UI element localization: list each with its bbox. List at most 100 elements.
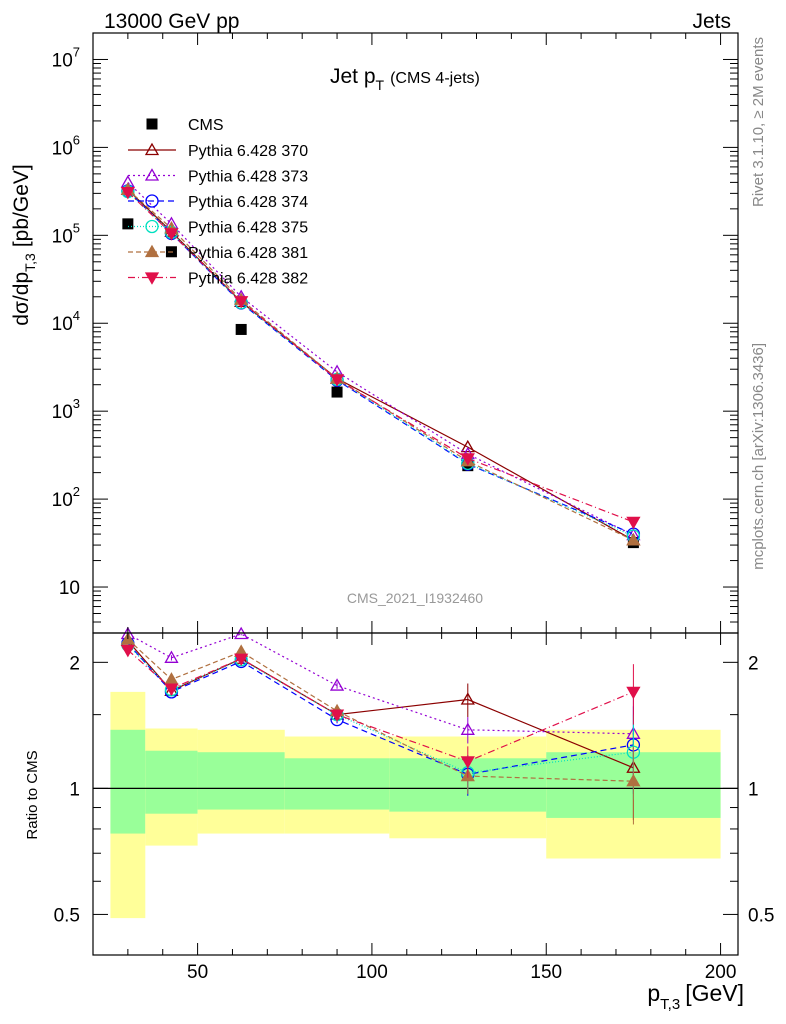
x-tick-label: 200 <box>705 962 737 983</box>
series-marker-ratio <box>626 773 641 787</box>
ratio-plot-marks <box>120 626 641 825</box>
mcplots-label: mcplots.cern.ch [arXiv:1306.3436] <box>750 343 767 570</box>
x-axis-label-sub: T,3 <box>660 996 680 1013</box>
series-marker-ratio <box>329 678 345 691</box>
y-tick-label-exp: 6 <box>73 132 80 147</box>
x-tick-label: 100 <box>356 962 388 983</box>
series-line-main <box>127 189 634 541</box>
x-axis-label-unit: [GeV] <box>685 980 744 1006</box>
series-line-ratio <box>127 642 634 776</box>
y-tick-label-exp: 7 <box>73 44 80 59</box>
y-tick-label: 102 <box>52 484 80 511</box>
series-line-ratio <box>127 649 634 763</box>
y-axis-label-main-sub: T,3 <box>22 253 38 272</box>
ratio-band-inner <box>110 729 146 834</box>
y-tick-label-exp: 2 <box>73 484 80 499</box>
series-line-main <box>127 181 634 536</box>
data-point-cms <box>235 323 247 335</box>
legend-marker <box>144 272 160 285</box>
series-marker-ratio <box>626 686 641 700</box>
series-marker-ratio <box>234 653 249 667</box>
ratio-bands <box>93 691 738 919</box>
y-axis-label-main: dσ/dpT,3 [pb/GeV] <box>10 164 38 325</box>
legend-label: Pythia 6.428 382 <box>188 271 308 288</box>
series-line-ratio <box>127 633 634 735</box>
y-tick-label: 10 <box>59 578 80 599</box>
legend-marker <box>144 168 160 181</box>
legend-marker <box>144 142 160 156</box>
series-line-main <box>127 189 634 541</box>
y-tick-label: 106 <box>52 132 80 159</box>
series-marker-main <box>626 532 641 546</box>
x-axis-label: pT,3 [GeV] <box>647 980 744 1013</box>
legend: CMS Pythia 6.428 370 Pythia 6.428 373 Pythi… <box>128 117 308 288</box>
series-line-main <box>127 191 634 523</box>
y-axis-label-main-text: dσ/dp <box>10 272 33 326</box>
series-marker-main <box>164 228 179 241</box>
y-tick-label-exp: 3 <box>73 396 80 411</box>
series-marker-ratio <box>460 756 475 769</box>
series-marker-ratio <box>164 672 179 685</box>
y-tick-label-base: 10 <box>52 314 73 335</box>
series-marker-main <box>626 516 641 530</box>
series-line-main <box>127 190 634 535</box>
series-marker-main <box>120 186 135 200</box>
y-tick-label-base: 10 <box>52 490 73 511</box>
ratio-tick-label-left: 0.5 <box>54 905 80 926</box>
chart-title-suffix: (CMS 4-jets) <box>390 70 480 87</box>
y-tick-label: 107 <box>52 44 80 71</box>
header-right: Jets <box>692 10 731 33</box>
x-tick-label: 150 <box>530 962 562 983</box>
chart-title-main: Jet p <box>330 65 376 88</box>
series-line-main <box>127 191 634 537</box>
series-marker-ratio <box>329 709 345 722</box>
series-line-ratio <box>127 638 634 782</box>
y-tick-label-base: 10 <box>59 578 80 599</box>
ratio-tick-label-right: 1 <box>748 779 759 800</box>
legend-marker <box>145 194 159 208</box>
ratio-tick-label-left: 2 <box>69 653 80 674</box>
data-point-cms <box>122 218 134 230</box>
series-marker-ratio <box>120 644 135 658</box>
y-axis-label-main-unit: [pb/GeV] <box>10 164 33 247</box>
legend-label: Pythia 6.428 370 <box>188 143 308 160</box>
series-marker-main <box>329 374 345 387</box>
y-tick-label: 104 <box>52 308 80 335</box>
series-marker-ratio <box>164 683 179 697</box>
series-marker-ratio <box>164 650 179 663</box>
series-marker-main <box>460 453 475 466</box>
header-left: 13000 GeV pp <box>104 10 239 33</box>
series-marker-main <box>460 439 475 453</box>
legend-marker <box>145 219 159 234</box>
legend-label: Pythia 6.428 375 <box>188 220 308 237</box>
data-point-cms <box>331 386 343 398</box>
y-tick-label-exp: 4 <box>73 308 80 323</box>
chart-title-sub: T <box>376 77 385 93</box>
x-tick-label: 50 <box>187 962 208 983</box>
legend-label: Pythia 6.428 374 <box>188 194 308 211</box>
series-marker-ratio <box>460 692 475 705</box>
legend-label: Pythia 6.428 373 <box>188 169 308 186</box>
legend-label-cms: CMS <box>188 117 224 134</box>
ratio-tick-label-right: 2 <box>748 653 759 674</box>
y-tick-label-base: 10 <box>52 226 73 247</box>
ratio-band-inner <box>145 750 198 814</box>
legend-marker-cms <box>146 118 158 130</box>
y-tick-label-base: 10 <box>52 138 73 159</box>
legend-label: Pythia 6.428 381 <box>188 245 308 262</box>
series-marker-ratio <box>460 722 475 735</box>
y-tick-label: 105 <box>52 220 80 247</box>
legend-marker <box>144 244 160 258</box>
y-tick-label-exp: 5 <box>73 220 80 235</box>
y-tick-label-base: 10 <box>52 402 73 423</box>
chart-title: Jet pT (CMS 4-jets) <box>330 65 480 93</box>
ratio-tick-label-left: 1 <box>69 779 80 800</box>
ratio-panel-frame <box>92 632 739 956</box>
ratio-tick-label-right: 0.5 <box>748 905 774 926</box>
x-axis-label-main: p <box>647 980 660 1006</box>
y-tick-label-base: 10 <box>52 50 73 71</box>
series-marker-main <box>234 296 249 309</box>
ratio-band-inner <box>284 758 390 810</box>
